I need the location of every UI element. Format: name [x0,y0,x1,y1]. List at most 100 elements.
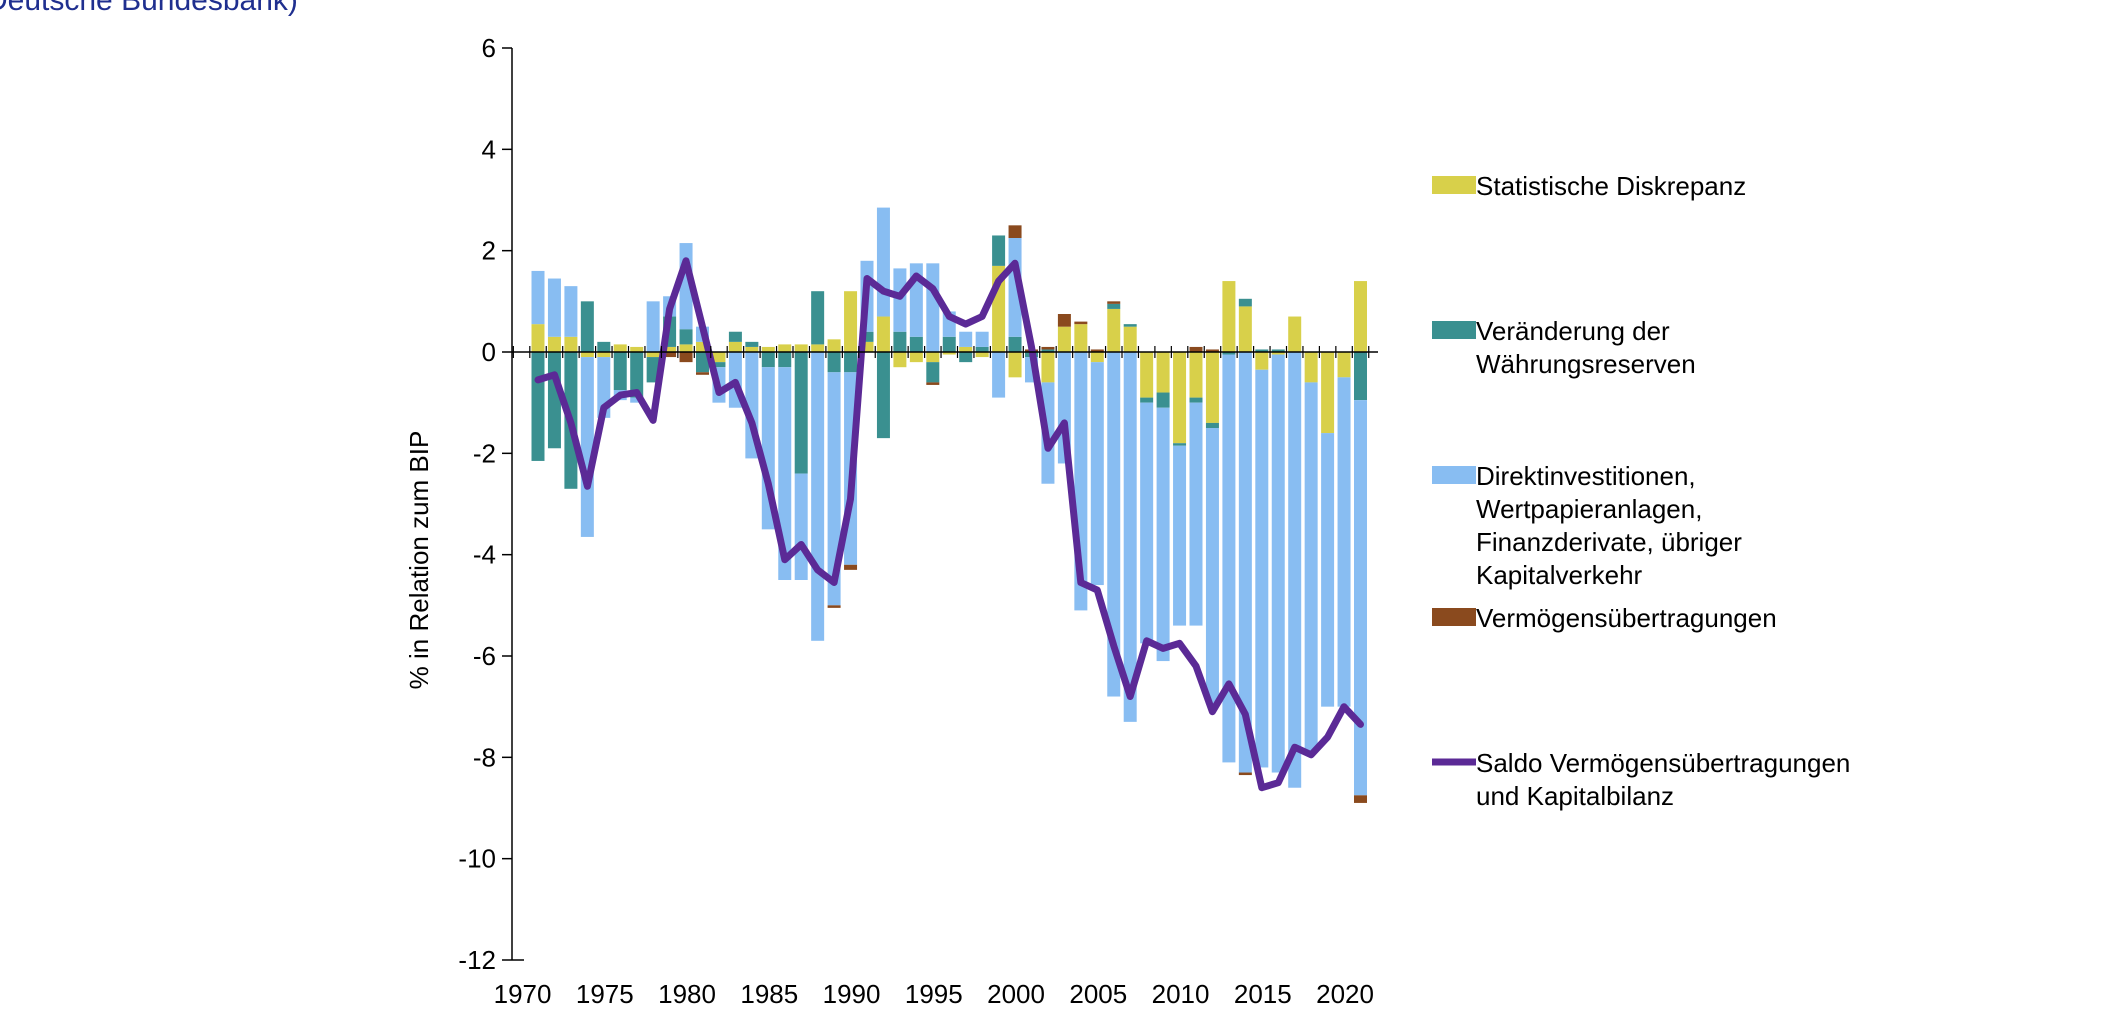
bar-segment-series-3-2021 [1354,795,1367,803]
bar-segment-series-1-1995 [926,362,940,383]
bar-segment-series-3-1989 [827,605,841,608]
bar-segment-series-1-1997 [959,352,973,363]
bar-segment-series-0-1998 [975,352,989,358]
bar-segment-series-0-2013 [1222,281,1236,352]
bar-segment-series-0-1978 [646,352,660,358]
bar-segment-series-3-1981 [696,372,709,375]
bar-segment-series-3-1980 [679,352,693,363]
bar-segment-series-0-1971 [531,324,545,352]
saldo-line [534,257,1364,792]
bar-segment-series-0-1983 [728,341,742,352]
bar-segment-series-0-2015 [1255,352,1269,370]
x-tick-label: 2000 [987,979,1045,1009]
legend-label: Statistische Diskrepanz [1476,171,1746,201]
bar-segment-series-0-1996 [942,352,956,355]
bar-segment-series-0-2008 [1140,352,1154,398]
bar-segment-series-1-2013 [1222,352,1236,355]
y-tick-label: -4 [473,540,496,570]
bar-segment-series-2-1973 [564,286,578,337]
bar-segment-series-0-1981 [696,341,709,352]
bar-segment-series-3-2002 [1041,346,1055,350]
bar-segment-series-1-2000 [1008,336,1022,352]
x-tick-label: 1985 [740,979,798,1009]
bar-segment-series-2-2015 [1255,369,1269,768]
bar-segment-series-1-2006 [1107,303,1121,309]
legend-label: Währungsreserven [1476,349,1696,379]
y-tick-label: -6 [473,641,496,671]
bar-segment-series-2-2010 [1173,445,1187,626]
bar-segment-series-0-2000 [1008,352,1022,378]
legend-label: Saldo Vermögensübertragungen [1476,748,1850,778]
bar-segment-series-0-1986 [778,344,792,352]
bar-segment-series-0-2002 [1041,352,1055,383]
bar-segment-series-2-2018 [1304,382,1318,753]
y-tick-label: 4 [482,134,496,164]
bar-segment-series-2-2014 [1238,352,1252,773]
plot-area [531,207,1367,803]
bar-segment-series-2-2007 [1123,352,1137,722]
legend-swatch [1432,466,1476,484]
bar-segment-series-2-2011 [1189,402,1203,626]
bar-segment-series-0-2012 [1205,352,1219,423]
bar-segment-series-1-1977 [630,352,644,398]
bar-segment-series-1-1992 [876,352,890,439]
bar-segment-series-0-1997 [959,346,973,352]
bar-segment-series-2-2005 [1090,362,1104,586]
bar-segment-series-0-1977 [630,346,644,352]
legend-swatch [1432,608,1476,626]
bar-segment-series-2-2009 [1156,407,1170,662]
bar-segment-series-2-1995 [926,263,940,352]
bar-segment-series-0-2011 [1189,352,1203,398]
bar-segment-series-0-1973 [564,336,578,352]
x-tick-label: 1995 [905,979,963,1009]
bar-segment-series-0-1975 [597,352,611,358]
bar-segment-series-0-1988 [811,344,825,352]
bar-segment-series-2-1978 [646,301,660,352]
bar-segment-series-1-1984 [745,341,759,347]
bar-segment-series-2-1977 [630,397,644,403]
bar-segment-series-0-1987 [794,344,808,352]
bar-segment-series-2-1974 [580,357,594,537]
bar-segment-series-0-1980 [679,344,693,352]
bar-segment-series-0-1994 [909,352,923,363]
bar-segment-series-0-2007 [1123,326,1137,352]
bar-segment-series-0-1989 [827,339,841,352]
bar-segment-series-3-1995 [926,382,940,385]
bar-segment-series-1-2016 [1271,349,1285,352]
bar-segment-series-3-2012 [1205,349,1219,352]
bar-segment-series-2-2020 [1337,377,1351,707]
legend-label: Veränderung der [1476,316,1670,346]
bar-segment-series-1-1981 [696,352,709,373]
legend-item-2: Direktinvestitionen,Wertpapieranlagen,Fi… [1432,461,1742,590]
bar-segment-series-1-1994 [909,336,923,352]
bar-segment-series-0-2021 [1354,281,1367,352]
legend-label: Direktinvestitionen, [1476,461,1696,491]
y-tick-label: -2 [473,438,496,468]
x-tick-label: 1970 [494,979,552,1009]
bar-segment-series-0-2005 [1090,352,1104,363]
bar-segment-series-1-2015 [1255,349,1269,352]
legend-label: und Kapitalbilanz [1476,781,1674,811]
legend-item-0: Statistische Diskrepanz [1432,171,1746,201]
x-tick-label: 2010 [1152,979,1210,1009]
bar-segment-series-3-2004 [1074,321,1088,325]
bar-segment-series-1-2021 [1354,352,1367,401]
bar-segment-series-2-1993 [893,268,907,332]
bar-segment-series-1-1985 [761,352,775,368]
bar-segment-series-0-2006 [1107,308,1121,352]
bar-segment-series-0-1974 [580,352,594,358]
bar-segment-series-0-2017 [1288,316,1302,352]
bar-segment-series-2-2017 [1288,352,1302,788]
legend-label: Vermögensübertragungen [1476,603,1777,633]
bar-segment-series-1-2014 [1238,298,1252,307]
bar-segment-series-2-2012 [1205,428,1219,705]
bar-segment-series-3-1990 [844,564,858,570]
source-header: Deutsche Bundesbank) [0,0,298,17]
bar-segment-series-2-2019 [1321,433,1335,707]
bar-segment-series-3-2014 [1238,772,1252,776]
bar-segment-series-1-1996 [942,336,956,352]
legend-swatch [1432,321,1476,339]
